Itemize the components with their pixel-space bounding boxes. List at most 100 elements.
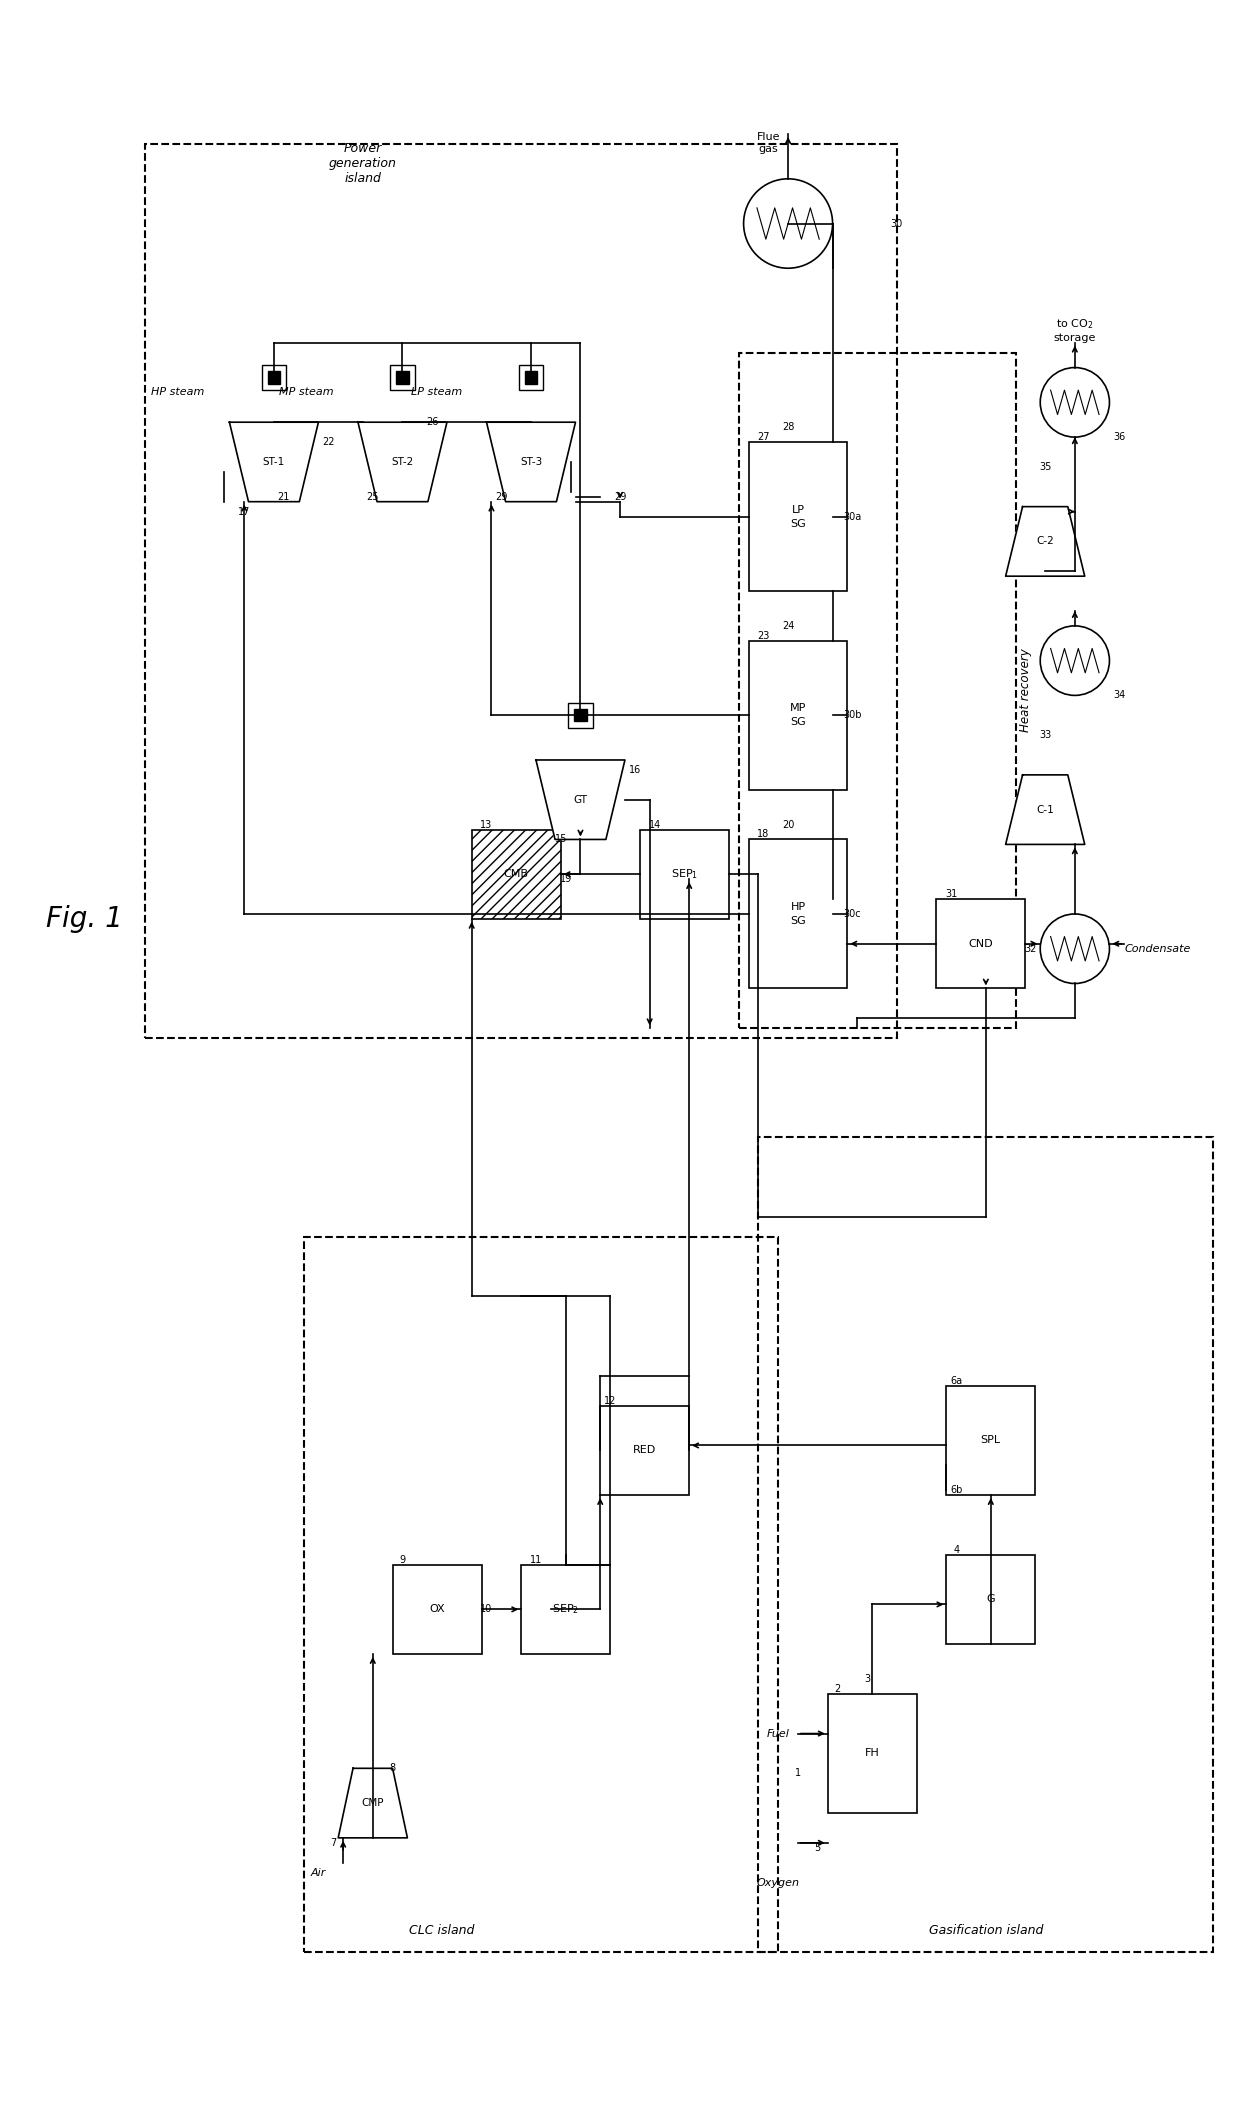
Text: 1: 1 xyxy=(795,1769,801,1779)
Text: 11: 11 xyxy=(529,1555,542,1565)
Text: Condensate: Condensate xyxy=(1125,945,1190,953)
FancyBboxPatch shape xyxy=(640,830,729,919)
Text: 20: 20 xyxy=(782,820,795,830)
Text: 4: 4 xyxy=(954,1544,960,1555)
Text: 6b: 6b xyxy=(950,1485,962,1495)
Text: Fuel: Fuel xyxy=(766,1728,790,1739)
Text: 10: 10 xyxy=(480,1603,492,1614)
Polygon shape xyxy=(574,710,587,722)
Text: 5: 5 xyxy=(815,1843,821,1853)
FancyBboxPatch shape xyxy=(936,898,1025,989)
Text: HP: HP xyxy=(790,902,806,913)
Text: G: G xyxy=(987,1595,996,1605)
Text: SG: SG xyxy=(790,915,806,926)
Text: 35: 35 xyxy=(1039,462,1052,472)
Text: CMP: CMP xyxy=(362,1798,384,1809)
FancyBboxPatch shape xyxy=(749,839,847,989)
Text: CLC island: CLC island xyxy=(409,1925,475,1938)
Text: GT: GT xyxy=(573,794,588,805)
Polygon shape xyxy=(536,760,625,839)
Text: OX: OX xyxy=(429,1603,445,1614)
Text: 30a: 30a xyxy=(843,513,862,521)
Polygon shape xyxy=(358,421,446,502)
Text: SEP$_1$: SEP$_1$ xyxy=(671,866,698,881)
Polygon shape xyxy=(339,1769,408,1838)
Text: 14: 14 xyxy=(649,820,661,830)
FancyBboxPatch shape xyxy=(393,1565,481,1654)
Text: ST-3: ST-3 xyxy=(520,457,542,466)
Polygon shape xyxy=(268,371,280,383)
Text: 28: 28 xyxy=(782,421,795,432)
Text: SG: SG xyxy=(790,519,806,530)
Polygon shape xyxy=(397,371,409,383)
Text: 30: 30 xyxy=(890,218,903,229)
Text: 18: 18 xyxy=(758,830,770,839)
FancyBboxPatch shape xyxy=(521,1565,610,1654)
Text: 27: 27 xyxy=(758,432,770,443)
Text: Gasification island: Gasification island xyxy=(929,1925,1043,1938)
FancyBboxPatch shape xyxy=(471,830,560,919)
FancyBboxPatch shape xyxy=(518,364,543,390)
Text: Oxygen: Oxygen xyxy=(756,1877,800,1887)
Text: 17: 17 xyxy=(238,506,250,517)
Text: Fig. 1: Fig. 1 xyxy=(46,904,123,932)
FancyBboxPatch shape xyxy=(262,364,286,390)
Polygon shape xyxy=(229,421,319,502)
Text: 6a: 6a xyxy=(950,1377,962,1385)
Text: 32: 32 xyxy=(1024,945,1037,953)
Text: CMB: CMB xyxy=(503,868,528,879)
Text: MP: MP xyxy=(790,703,806,714)
Text: 33: 33 xyxy=(1039,731,1052,739)
Text: 36: 36 xyxy=(1114,432,1126,443)
Text: C-1: C-1 xyxy=(1037,805,1054,815)
Text: LP steam: LP steam xyxy=(410,388,461,398)
Text: SEP$_2$: SEP$_2$ xyxy=(552,1603,579,1616)
Polygon shape xyxy=(1006,775,1085,845)
Text: 23: 23 xyxy=(758,631,770,642)
Text: 12: 12 xyxy=(604,1396,616,1406)
Text: Air: Air xyxy=(311,1868,326,1879)
FancyBboxPatch shape xyxy=(600,1406,689,1495)
Text: 31: 31 xyxy=(945,890,957,898)
Text: 22: 22 xyxy=(322,436,335,447)
FancyBboxPatch shape xyxy=(568,703,593,729)
Text: 13: 13 xyxy=(480,820,492,830)
Text: 3: 3 xyxy=(864,1673,870,1684)
Text: 19: 19 xyxy=(559,875,572,883)
Text: 30c: 30c xyxy=(843,909,862,919)
FancyBboxPatch shape xyxy=(827,1694,916,1813)
Text: ST-2: ST-2 xyxy=(392,457,414,466)
Text: Flue
gas: Flue gas xyxy=(756,131,780,155)
Text: 21: 21 xyxy=(278,491,290,502)
Text: to CO$_2$
storage: to CO$_2$ storage xyxy=(1054,318,1096,343)
Text: C-2: C-2 xyxy=(1037,536,1054,546)
Polygon shape xyxy=(486,421,575,502)
Text: FH: FH xyxy=(864,1749,879,1758)
Text: RED: RED xyxy=(634,1444,656,1455)
Text: 34: 34 xyxy=(1114,690,1126,701)
Text: Power
generation
island: Power generation island xyxy=(329,142,397,186)
Text: 16: 16 xyxy=(629,765,641,775)
Text: 26: 26 xyxy=(427,417,438,428)
Text: 15: 15 xyxy=(554,834,567,845)
Text: 29: 29 xyxy=(495,491,507,502)
Text: 2: 2 xyxy=(835,1684,841,1694)
Text: 9: 9 xyxy=(399,1555,405,1565)
FancyBboxPatch shape xyxy=(749,443,847,591)
Polygon shape xyxy=(525,371,537,383)
Text: LP: LP xyxy=(791,504,805,515)
Text: 29: 29 xyxy=(614,491,626,502)
Text: 30b: 30b xyxy=(843,710,862,720)
Text: MP steam: MP steam xyxy=(279,388,334,398)
Text: ST-1: ST-1 xyxy=(263,457,285,466)
Text: 25: 25 xyxy=(367,491,379,502)
FancyBboxPatch shape xyxy=(946,1555,1035,1644)
Text: 8: 8 xyxy=(389,1764,396,1773)
Text: CND: CND xyxy=(968,938,993,949)
Text: 24: 24 xyxy=(782,621,795,631)
Text: SPL: SPL xyxy=(981,1436,1001,1444)
FancyBboxPatch shape xyxy=(749,642,847,790)
Text: SG: SG xyxy=(790,718,806,726)
Polygon shape xyxy=(1006,506,1085,576)
FancyBboxPatch shape xyxy=(946,1385,1035,1495)
